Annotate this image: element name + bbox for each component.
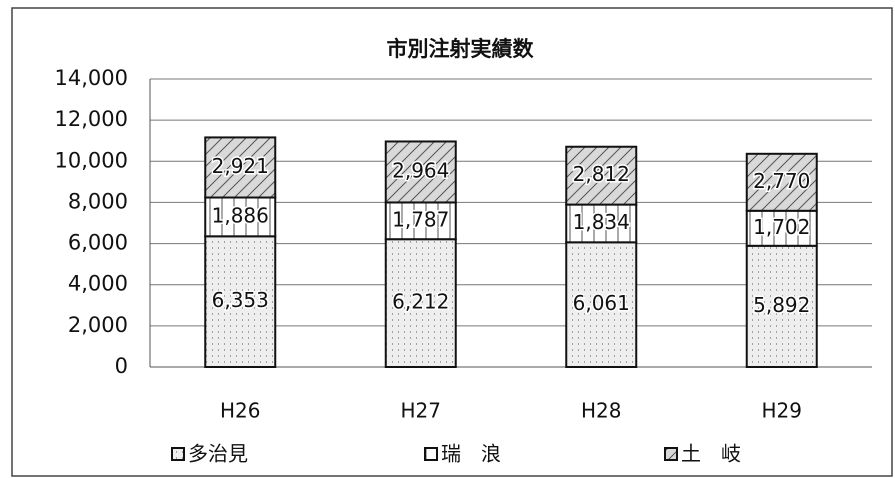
x-tick-label: H29 <box>762 399 803 423</box>
y-tick-label: 2,000 <box>68 313 128 337</box>
data-label: 1,787 <box>392 207 449 231</box>
bar-segment <box>745 244 818 368</box>
data-label: 2,770 <box>753 169 810 193</box>
y-tick-label: 14,000 <box>55 66 128 90</box>
bar-segment <box>565 203 638 244</box>
data-label: 1,886 <box>212 203 269 227</box>
legend-swatch <box>171 447 185 461</box>
data-label: 6,061 <box>573 291 630 315</box>
data-label: 2,812 <box>573 162 630 186</box>
x-tick-label: H28 <box>581 399 622 423</box>
x-tick-label: H26 <box>220 399 261 423</box>
data-label: 6,212 <box>392 290 449 314</box>
bar-segment <box>204 136 277 199</box>
legend-label: 瑞 浪 <box>441 442 501 466</box>
y-tick-label: 4,000 <box>68 272 128 296</box>
bar-segment <box>745 209 818 247</box>
y-tick-label: 6,000 <box>68 231 128 255</box>
x-tick-label: H27 <box>401 399 442 423</box>
legend-swatch <box>424 447 438 461</box>
data-label: 2,921 <box>212 154 269 178</box>
bar-segment <box>204 235 277 368</box>
bar-segment <box>384 140 457 204</box>
bar-segment <box>384 238 457 368</box>
bar-segment <box>384 201 457 241</box>
bar-segment <box>565 241 638 368</box>
y-tick-label: 10,000 <box>55 148 128 172</box>
y-tick-label: 8,000 <box>68 189 128 213</box>
y-tick-label: 12,000 <box>55 107 128 131</box>
legend-label: 土 岐 <box>681 442 741 466</box>
data-label: 1,834 <box>573 210 630 234</box>
chart-title: 市別注射実績数 <box>387 37 535 61</box>
data-label: 6,353 <box>212 288 269 312</box>
bar-segment <box>745 152 818 212</box>
legend-label: 多治見 <box>188 442 248 466</box>
data-label: 5,892 <box>753 293 810 317</box>
bar-segment <box>204 196 277 238</box>
y-tick-label: 0 <box>115 354 128 378</box>
legend-swatch <box>664 447 678 461</box>
data-label: 2,964 <box>392 158 449 182</box>
bar-segment <box>565 145 638 206</box>
data-label: 1,702 <box>753 215 810 239</box>
